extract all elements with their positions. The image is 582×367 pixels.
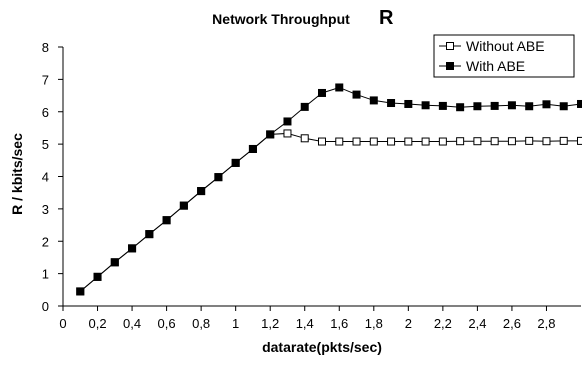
- data-point: [491, 102, 498, 109]
- axes: 0 1 2 3 4 5 6 7 8 0 0,2 0,4 0,6 0,8 1 1,2 1,4 1,6 1,8 2 2,2 2…: [42, 40, 581, 331]
- y-tick-label: 5: [42, 137, 49, 152]
- data-point: [180, 202, 187, 209]
- x-tick-label: 0,2: [88, 316, 106, 331]
- data-point: [422, 102, 429, 109]
- legend: Without ABE With ABE: [434, 35, 574, 77]
- data-point: [319, 138, 326, 145]
- data-point: [422, 138, 429, 145]
- data-point: [508, 138, 515, 145]
- data-point: [336, 138, 343, 145]
- legend-marker: [447, 63, 454, 70]
- data-point: [491, 138, 498, 145]
- data-point: [439, 138, 446, 145]
- legend-label: Without ABE: [466, 38, 545, 54]
- data-point: [111, 259, 118, 266]
- data-point: [353, 138, 360, 145]
- data-point: [77, 288, 84, 295]
- x-axis-label: datarate(pkts/sec): [262, 339, 382, 355]
- x-tick-label: 2,4: [468, 316, 486, 331]
- data-point: [284, 118, 291, 125]
- data-point: [353, 91, 360, 98]
- data-point: [526, 137, 533, 144]
- data-point: [457, 104, 464, 111]
- data-point: [543, 138, 550, 145]
- data-point: [249, 145, 256, 152]
- series-line: [80, 87, 581, 291]
- data-point: [388, 138, 395, 145]
- y-tick-label: 8: [42, 40, 49, 55]
- data-point: [405, 138, 412, 145]
- x-tick-label: 0,8: [192, 316, 210, 331]
- chart-title: Network Throughput: [212, 11, 350, 27]
- y-tick-label: 1: [42, 267, 49, 282]
- data-point: [560, 103, 567, 110]
- x-tick-label: 1,2: [261, 316, 279, 331]
- data-point: [543, 101, 550, 108]
- data-point: [163, 217, 170, 224]
- chart-title-symbol: R: [379, 7, 394, 29]
- y-tick-label: 2: [42, 234, 49, 249]
- x-tick-label: 1: [232, 316, 239, 331]
- x-tick-label: 2,2: [434, 316, 452, 331]
- y-tick-label: 7: [42, 72, 49, 87]
- legend-marker: [447, 43, 454, 50]
- y-tick-label: 3: [42, 202, 49, 217]
- data-point: [370, 97, 377, 104]
- y-axis-label: R / kbits/sec: [9, 133, 25, 215]
- data-point: [267, 131, 274, 138]
- data-point: [578, 137, 582, 144]
- x-tick-label: 1,8: [365, 316, 383, 331]
- x-tick-label: 2,6: [503, 316, 521, 331]
- x-tick-label: 2,8: [537, 316, 555, 331]
- data-point: [94, 273, 101, 280]
- data-point: [560, 137, 567, 144]
- data-point: [405, 100, 412, 107]
- x-tick-label: 1,4: [296, 316, 314, 331]
- data-point: [474, 138, 481, 145]
- data-point: [284, 130, 291, 137]
- data-point: [198, 188, 205, 195]
- series-line: [80, 133, 581, 291]
- data-point: [474, 103, 481, 110]
- data-point: [301, 135, 308, 142]
- data-point: [526, 103, 533, 110]
- y-tick-label: 4: [42, 170, 49, 185]
- x-tick-label: 0,6: [158, 316, 176, 331]
- x-tick-label: 2: [405, 316, 412, 331]
- data-point: [508, 102, 515, 109]
- legend-label: With ABE: [466, 58, 525, 74]
- data-point: [370, 138, 377, 145]
- y-tick-label: 0: [42, 299, 49, 314]
- y-tick-label: 6: [42, 105, 49, 120]
- data-point: [336, 84, 343, 91]
- data-point: [232, 159, 239, 166]
- data-point: [146, 231, 153, 238]
- data-point: [457, 138, 464, 145]
- data-point: [578, 100, 582, 107]
- data-point: [215, 174, 222, 181]
- x-tick-label: 1,6: [330, 316, 348, 331]
- data-point: [129, 245, 136, 252]
- data-point: [388, 100, 395, 107]
- series-layer: [77, 84, 582, 295]
- data-point: [301, 103, 308, 110]
- x-tick-label: 0: [59, 316, 66, 331]
- x-tick-label: 0,4: [123, 316, 141, 331]
- data-point: [439, 102, 446, 109]
- data-point: [319, 89, 326, 96]
